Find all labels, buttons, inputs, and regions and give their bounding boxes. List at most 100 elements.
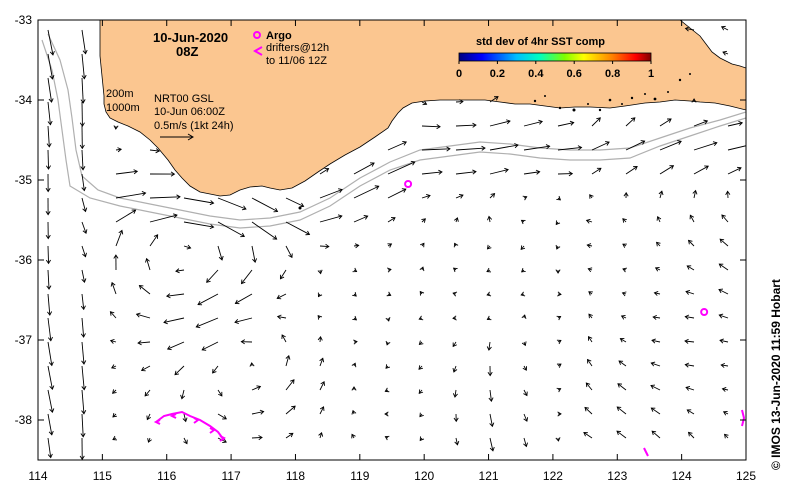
current-vector [80, 413, 86, 438]
current-vector [419, 436, 425, 442]
current-vector [217, 197, 247, 211]
current-vector [620, 315, 627, 320]
current-vector [489, 437, 495, 452]
current-vector [47, 389, 55, 413]
current-vector [452, 315, 457, 321]
current-vector [110, 281, 117, 295]
current-vector [650, 407, 661, 415]
colorbar [458, 52, 652, 62]
current-vector [182, 413, 188, 423]
date-title: 10-Jun-2020 [153, 30, 228, 45]
current-vector [656, 215, 662, 223]
current-vector [687, 431, 695, 439]
current-vector [212, 365, 219, 374]
current-vector [165, 293, 185, 299]
current-vector [285, 405, 296, 415]
current-vector-field [45, 25, 746, 460]
current-vector [111, 364, 117, 369]
argo-legend-label: Argo [266, 30, 292, 42]
current-vector [45, 149, 51, 170]
current-vector [721, 214, 729, 223]
current-vector [585, 218, 593, 224]
current-vector [351, 362, 357, 368]
current-vector [384, 411, 389, 417]
lon-tick-label: 118 [286, 469, 305, 483]
current-vector [650, 384, 661, 391]
current-vector [589, 194, 594, 199]
current-vector [251, 409, 265, 415]
current-vector [387, 217, 396, 223]
current-vector [555, 220, 561, 226]
isobath-1000-label: 1000m [106, 102, 140, 114]
current-vector [112, 435, 118, 441]
current-vector [622, 267, 627, 273]
current-vector [693, 165, 709, 175]
current-vector [80, 317, 86, 338]
current-vector [455, 145, 486, 151]
lat-tick-label: -35 [15, 173, 33, 187]
current-vector [109, 338, 117, 344]
drifter-track-east-a [643, 447, 649, 457]
current-vector [520, 219, 526, 225]
current-vector [421, 100, 428, 106]
current-vector [454, 217, 459, 223]
current-vector [487, 365, 493, 377]
current-vector [523, 169, 541, 175]
current-vector [421, 193, 431, 199]
current-vector [452, 267, 458, 273]
current-vector [486, 291, 492, 297]
current-vector [489, 413, 495, 428]
current-vector [113, 254, 119, 271]
current-vector [81, 341, 87, 365]
current-vector [81, 245, 87, 258]
isobath-200m [47, 33, 746, 221]
current-vector [727, 145, 746, 151]
current-vector [486, 244, 492, 250]
current-vector [251, 385, 262, 391]
current-vector [588, 313, 593, 319]
current-vector [723, 433, 729, 439]
current-vector [251, 435, 263, 441]
current-vector [684, 362, 695, 368]
isobath-lines [41, 33, 746, 229]
current-vector [523, 389, 528, 397]
current-vector [217, 221, 246, 238]
current-vector [691, 98, 697, 103]
current-vector [622, 218, 627, 223]
current-vector [656, 241, 661, 247]
colorbar-tick-label: 0 [456, 68, 462, 80]
current-vector [387, 140, 408, 151]
current-vector [285, 221, 311, 236]
current-vector [174, 365, 185, 376]
coastal-islands [298, 73, 691, 210]
current-vector [689, 214, 695, 223]
current-vector [654, 266, 661, 272]
current-vector [80, 293, 86, 311]
drifter-tracks [153, 409, 746, 457]
current-vector [616, 406, 627, 415]
current-vector [556, 387, 562, 393]
current-vector [685, 386, 695, 391]
current-vector [718, 288, 729, 295]
current-vector [616, 430, 627, 439]
current-vector [387, 160, 416, 175]
current-vector [693, 141, 718, 151]
current-vector [523, 119, 543, 127]
current-vector [352, 292, 357, 297]
time-title: 08Z [176, 44, 198, 59]
current-vector [166, 341, 185, 351]
colorbar-title: std dev of 4hr SST comp [476, 36, 605, 48]
current-vector [352, 315, 358, 321]
current-vector [684, 26, 695, 32]
current-vector [81, 221, 88, 235]
current-vector [487, 215, 493, 223]
current-vector [486, 315, 492, 321]
axis-ticks [37, 19, 747, 460]
current-vector [251, 221, 278, 240]
drifter-track-east-b [741, 409, 746, 427]
current-vector [81, 389, 87, 415]
current-vector [523, 437, 528, 448]
current-vector [317, 336, 323, 343]
current-vector [588, 291, 593, 296]
